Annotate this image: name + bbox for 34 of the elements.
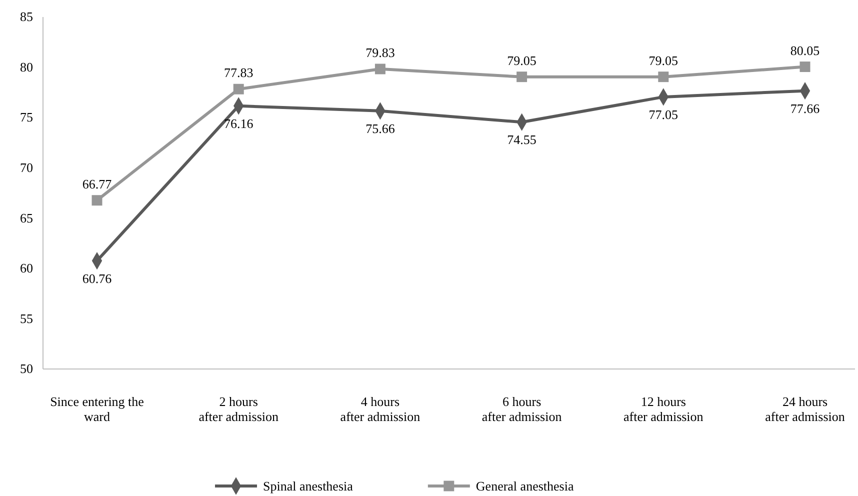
y-tick-label: 85 xyxy=(20,9,33,24)
data-label: 60.76 xyxy=(82,270,112,286)
y-tick-label: 70 xyxy=(20,160,33,176)
x-tick-label: 24 hours after admission xyxy=(765,394,846,424)
point xyxy=(658,72,669,82)
data-label: 79.05 xyxy=(507,52,536,68)
data-label: 75.66 xyxy=(366,120,396,136)
data-label: 77.05 xyxy=(648,106,678,122)
data-label: 77.66 xyxy=(790,100,820,116)
x-tick-label: 2 hours after admission xyxy=(198,394,279,424)
point xyxy=(374,64,386,74)
data-label: 76.16 xyxy=(224,116,254,131)
point xyxy=(516,72,528,82)
x-tick-label: 6 hours after admission xyxy=(482,394,562,424)
data-label: 79.05 xyxy=(648,52,678,68)
legend-label: Spinal anesthesia xyxy=(263,478,354,494)
y-tick-label: 80 xyxy=(20,59,33,74)
legend-label: General anesthesia xyxy=(476,478,574,494)
y-tick-label: 60 xyxy=(20,260,33,276)
point xyxy=(800,62,810,72)
y-tick-label: 75 xyxy=(20,110,33,125)
x-tick-label: Since entering the ward xyxy=(50,394,144,424)
point xyxy=(233,84,244,94)
data-label: 74.55 xyxy=(507,132,536,148)
y-tick-label: 55 xyxy=(20,310,33,326)
x-tick-label: 4 hours after admission xyxy=(340,394,421,424)
data-label: 66.77 xyxy=(82,176,112,192)
data-label: 80.05 xyxy=(790,42,820,58)
x-tick-label: 12 hours after admission xyxy=(624,394,704,424)
data-label: 79.83 xyxy=(366,44,395,60)
data-label: 77.83 xyxy=(224,65,254,80)
y-tick-label: 50 xyxy=(20,361,33,376)
y-tick-label: 65 xyxy=(20,210,33,226)
point xyxy=(92,195,102,206)
